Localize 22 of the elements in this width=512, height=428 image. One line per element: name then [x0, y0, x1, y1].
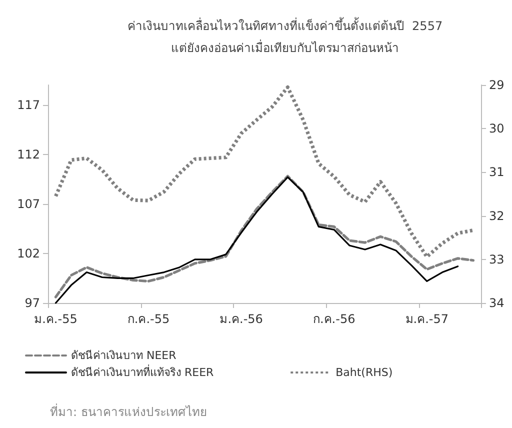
- y2-tick-label: 34: [489, 296, 504, 310]
- legend-label: ดัชนีค่าเงินบาทที่แท้จริง REER: [71, 364, 284, 379]
- x-tick-label: ก.ค.-56: [312, 312, 356, 326]
- legend-label: ดัชนีค่าเงินบาท NEER: [71, 349, 246, 362]
- x-tick-label: ม.ค.-57: [405, 312, 448, 326]
- y-tick-label: 97: [24, 296, 40, 310]
- y-tick-label: 112: [17, 147, 40, 162]
- y2-tick-label: 30: [489, 122, 504, 136]
- y2-tick-label: 33: [489, 252, 504, 266]
- line-series: [54, 85, 476, 259]
- y-tick-label: 107: [17, 196, 40, 211]
- y2-tick-label: 31: [489, 165, 504, 180]
- x-tick-label: ม.ค.-55: [34, 312, 78, 326]
- y-tick-label: 117: [17, 98, 40, 112]
- x-tick-label: ก.ค.-55: [127, 312, 170, 326]
- y-tick-label: 102: [17, 246, 40, 260]
- x-tick-label: ม.ค.-56: [220, 312, 263, 326]
- chart-title: ค่าเงินบาทเคลื่อนไหวในทิศทางที่แข็งค่าขึ้นตั้งแต่ต้นปี 2557 แต่ยังคงอ่อนค่าเมื่อเทียบกับไตรมาสก่อนหน้า: [127, 17, 443, 55]
- text: ที่มา: ธนาคารแห่งประเทศไทย: [50, 403, 207, 419]
- legend-label: Baht(RHS): [336, 366, 463, 379]
- y2-tick-label: 32: [489, 208, 504, 223]
- y2-tick-label: 29: [489, 78, 504, 92]
